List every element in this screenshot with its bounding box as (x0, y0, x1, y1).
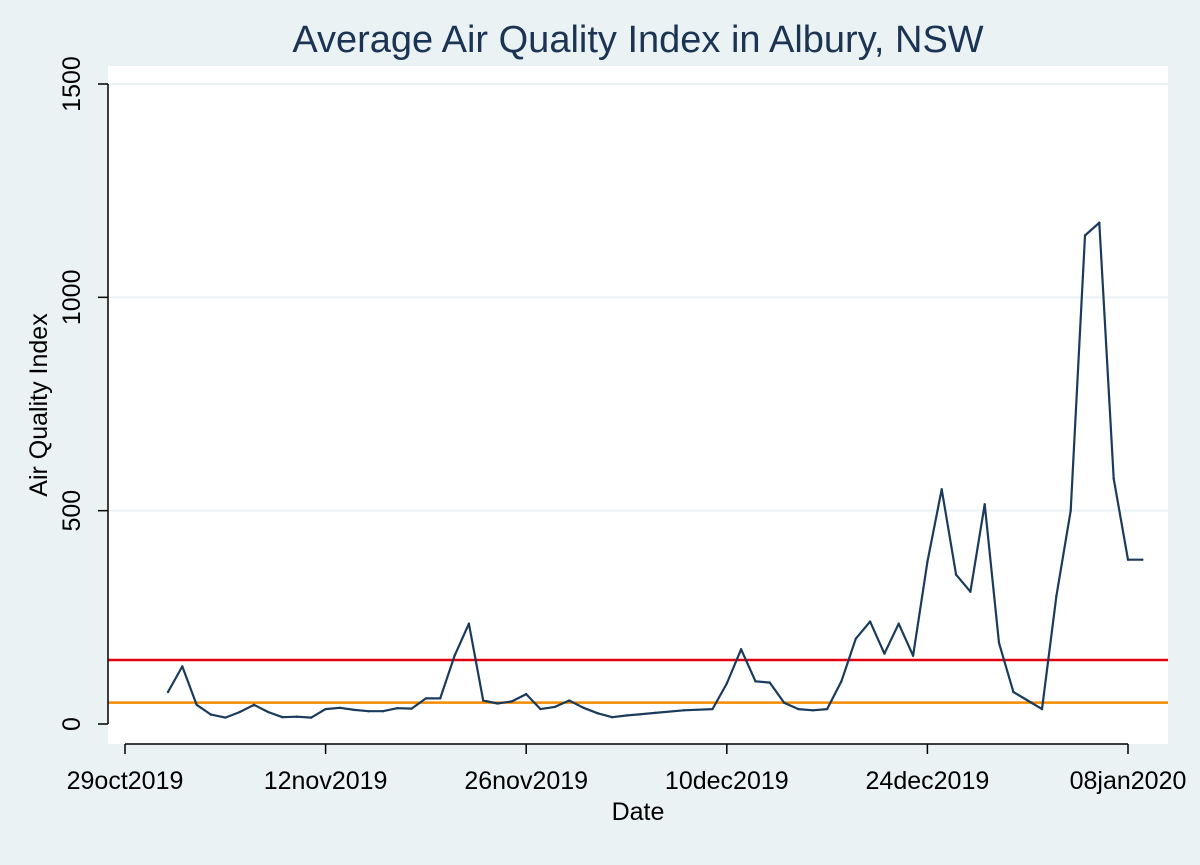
data-point (797, 707, 800, 711)
data-point (295, 715, 299, 718)
data-point (482, 699, 485, 702)
data-series (166, 221, 1144, 719)
data-point (439, 697, 442, 700)
data-point (539, 707, 542, 711)
data-point (238, 710, 241, 714)
y-tick-label: 1500 (58, 56, 86, 112)
data-point (653, 711, 657, 715)
data-point (768, 681, 771, 684)
data-point (567, 699, 571, 702)
x-tick-label: 26nov2019 (464, 767, 588, 795)
y-tick-label: 1000 (58, 270, 86, 326)
data-point (940, 488, 943, 491)
data-point (224, 716, 227, 719)
data-point (596, 712, 600, 715)
data-point (725, 682, 728, 685)
data-point (553, 705, 557, 709)
data-point (367, 710, 370, 713)
x-tick-label: 24dec2019 (866, 767, 990, 795)
data-point (424, 697, 428, 700)
data-point (1083, 234, 1087, 237)
data-point (338, 706, 342, 709)
data-point (310, 716, 313, 719)
data-point (353, 708, 356, 712)
data-point (1098, 221, 1101, 224)
data-point (1126, 558, 1130, 561)
data-point (739, 648, 743, 651)
data-point (610, 715, 614, 719)
reference-lines (108, 658, 1168, 704)
y-tick-label: 500 (58, 490, 86, 532)
data-point (453, 654, 456, 657)
data-point (825, 707, 829, 711)
data-point (754, 680, 757, 683)
data-point (911, 654, 915, 657)
data-point (410, 707, 413, 710)
data-point (969, 590, 972, 593)
data-point (525, 692, 528, 696)
data-point (281, 715, 284, 719)
data-point (897, 622, 900, 625)
x-tick-label: 12nov2019 (264, 767, 388, 795)
gridlines (108, 83, 1168, 512)
data-point (883, 652, 886, 655)
data-point (1012, 690, 1015, 694)
data-point (854, 637, 857, 640)
x-axis-title: Date (612, 798, 665, 826)
y-axis-title: Air Quality Index (25, 313, 53, 497)
data-point (467, 622, 471, 625)
data-point (1141, 558, 1144, 561)
data-point (782, 701, 786, 704)
data-point (496, 702, 499, 705)
data-point (840, 680, 843, 683)
data-point (267, 710, 270, 714)
data-point (1069, 509, 1072, 512)
data-point (381, 710, 385, 713)
data-point (195, 703, 198, 706)
data-point (983, 503, 986, 506)
data-point (396, 707, 399, 710)
data-point (324, 707, 327, 711)
data-point (1055, 594, 1058, 598)
data-point (252, 703, 256, 706)
data-point (682, 709, 686, 712)
data-point (1026, 699, 1029, 702)
chart-title: Average Air Quality Index in Albury, NSW (292, 19, 983, 61)
data-point (811, 709, 814, 712)
data-point (1112, 477, 1115, 480)
y-tick-label: 0 (58, 717, 86, 731)
data-point (868, 620, 872, 623)
x-tick-label: 10dec2019 (665, 767, 789, 795)
data-point (166, 690, 170, 694)
axes: 0 500 1000 1500 29oct2019 12nov2019 26nov2019 1… (58, 56, 1186, 795)
data-point (582, 706, 585, 709)
data-point (625, 714, 628, 717)
data-point (954, 573, 958, 576)
data-point (209, 713, 213, 716)
data-point (997, 641, 1001, 645)
data-point (711, 707, 714, 711)
series-line (167, 221, 1143, 719)
data-point (1040, 707, 1044, 711)
data-point (510, 700, 514, 703)
x-tick-label: 29oct2019 (67, 767, 184, 795)
plot-area (108, 66, 1168, 744)
data-point (926, 560, 929, 564)
x-tick-label: 08jan2020 (1070, 767, 1187, 795)
data-point (181, 665, 184, 668)
